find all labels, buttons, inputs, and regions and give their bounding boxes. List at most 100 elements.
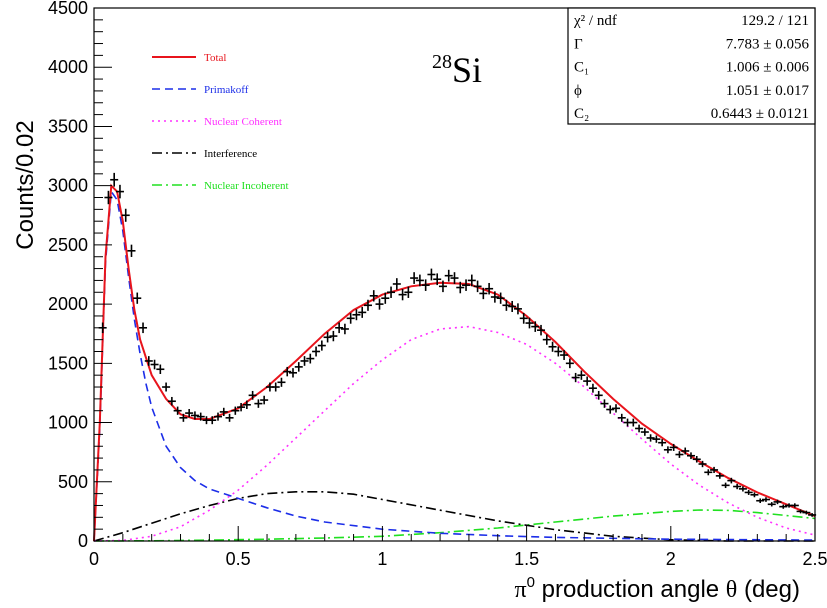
x-axis-label: π0 production angle θ (deg) xyxy=(515,574,800,603)
data-point xyxy=(139,322,148,334)
data-point xyxy=(588,383,597,393)
data-point xyxy=(410,272,419,284)
data-point xyxy=(254,399,263,408)
data-point xyxy=(715,472,724,479)
data-point xyxy=(773,499,782,505)
y-tick-label: 2500 xyxy=(48,235,88,255)
data-point xyxy=(704,469,713,476)
data-point xyxy=(190,411,199,420)
data-point xyxy=(127,244,136,257)
data-point xyxy=(560,350,569,360)
tick-labels-layer: 0 0.5 1 1.5 2 2.5 0 500 1000 1500 2000 2500 3000 3500… xyxy=(48,0,827,569)
data-point xyxy=(519,312,528,324)
data-point xyxy=(496,292,505,304)
data-point xyxy=(681,447,690,455)
data-point xyxy=(738,486,747,492)
data-point xyxy=(554,346,563,357)
data-point xyxy=(577,370,586,380)
data-point xyxy=(156,364,165,374)
data-point xyxy=(306,353,315,364)
legend-label: Nuclear Incoherent xyxy=(204,180,289,192)
x-tick-label: 0 xyxy=(89,549,99,569)
x-tick-label: 0.5 xyxy=(226,549,251,569)
y-tick-label: 4000 xyxy=(48,57,88,77)
legend-entry: Nuclear Coherent xyxy=(152,116,282,128)
data-point xyxy=(104,190,113,205)
x-label-unit: (deg) xyxy=(737,576,800,603)
data-point xyxy=(617,413,626,422)
stats-frame xyxy=(567,7,816,125)
data-point xyxy=(387,286,396,298)
stats-value: 1.006 ± 0.006 xyxy=(726,60,810,76)
isotope-element: Si xyxy=(452,50,482,90)
data-point xyxy=(335,322,344,334)
legend-entry: Interference xyxy=(152,148,257,160)
data-point xyxy=(352,309,361,321)
data-point xyxy=(640,428,649,436)
data-point xyxy=(185,408,194,418)
data-point xyxy=(686,452,695,460)
y-tick-label: 1000 xyxy=(48,413,88,433)
data-point xyxy=(790,503,799,508)
data-point xyxy=(565,358,574,369)
y-tick-label: 3500 xyxy=(48,116,88,136)
data-point xyxy=(162,382,171,392)
data-point xyxy=(796,509,805,514)
series-line-total xyxy=(93,183,816,542)
data-point xyxy=(537,324,546,336)
data-point xyxy=(767,502,776,507)
ticks-layer xyxy=(93,7,816,542)
data-point xyxy=(508,300,517,313)
stats-label: Γ xyxy=(574,36,583,52)
data-point xyxy=(237,402,246,412)
data-point xyxy=(710,466,719,473)
data-point xyxy=(663,446,672,454)
data-point xyxy=(260,395,269,405)
legend-label: Interference xyxy=(204,148,257,160)
data-point xyxy=(346,312,355,324)
stats-label: χ² / ndf xyxy=(573,13,617,29)
data-point xyxy=(692,456,701,463)
data-point xyxy=(438,280,447,293)
data-point xyxy=(167,396,176,406)
data-point xyxy=(744,489,753,495)
stats-value: 129.2 / 121 xyxy=(741,13,809,29)
data-point xyxy=(150,359,159,370)
data-point xyxy=(600,399,609,408)
data-point xyxy=(312,346,321,357)
stats-label: ϕ xyxy=(574,83,582,99)
x-label-rest: production angle xyxy=(535,576,726,603)
data-point xyxy=(456,281,465,294)
data-point xyxy=(629,418,638,427)
data-point xyxy=(283,366,292,377)
data-point xyxy=(381,292,390,304)
data-point xyxy=(733,483,742,490)
x-tick-label: 2.5 xyxy=(802,549,827,569)
data-point xyxy=(196,412,205,421)
x-label-sup: 0 xyxy=(527,574,535,591)
data-point xyxy=(427,268,436,281)
data-point xyxy=(542,334,551,345)
data-point xyxy=(548,341,557,352)
data-point xyxy=(525,317,534,329)
data-point xyxy=(214,412,223,421)
data-point xyxy=(363,299,372,311)
stats-value: 1.051 ± 0.017 xyxy=(726,83,810,99)
data-point xyxy=(358,306,367,318)
data-point xyxy=(421,279,430,291)
isotope-annotation: 28Si xyxy=(432,50,482,90)
data-point xyxy=(340,323,349,335)
data-point xyxy=(658,439,667,447)
data-point xyxy=(513,303,522,315)
y-tick-label: 500 xyxy=(58,472,88,492)
data-point xyxy=(392,278,401,290)
x-tick-label: 2 xyxy=(666,549,676,569)
stats-box: χ² / ndf 129.2 / 121 Γ 7.783 ± 0.056 C₁ 1.006… xyxy=(567,7,816,125)
data-point xyxy=(231,406,240,415)
data-point xyxy=(675,451,684,458)
data-point xyxy=(300,356,309,366)
y-axis-label: Counts/0.02 xyxy=(12,120,39,249)
data-point xyxy=(646,434,655,442)
data-point xyxy=(179,413,188,422)
